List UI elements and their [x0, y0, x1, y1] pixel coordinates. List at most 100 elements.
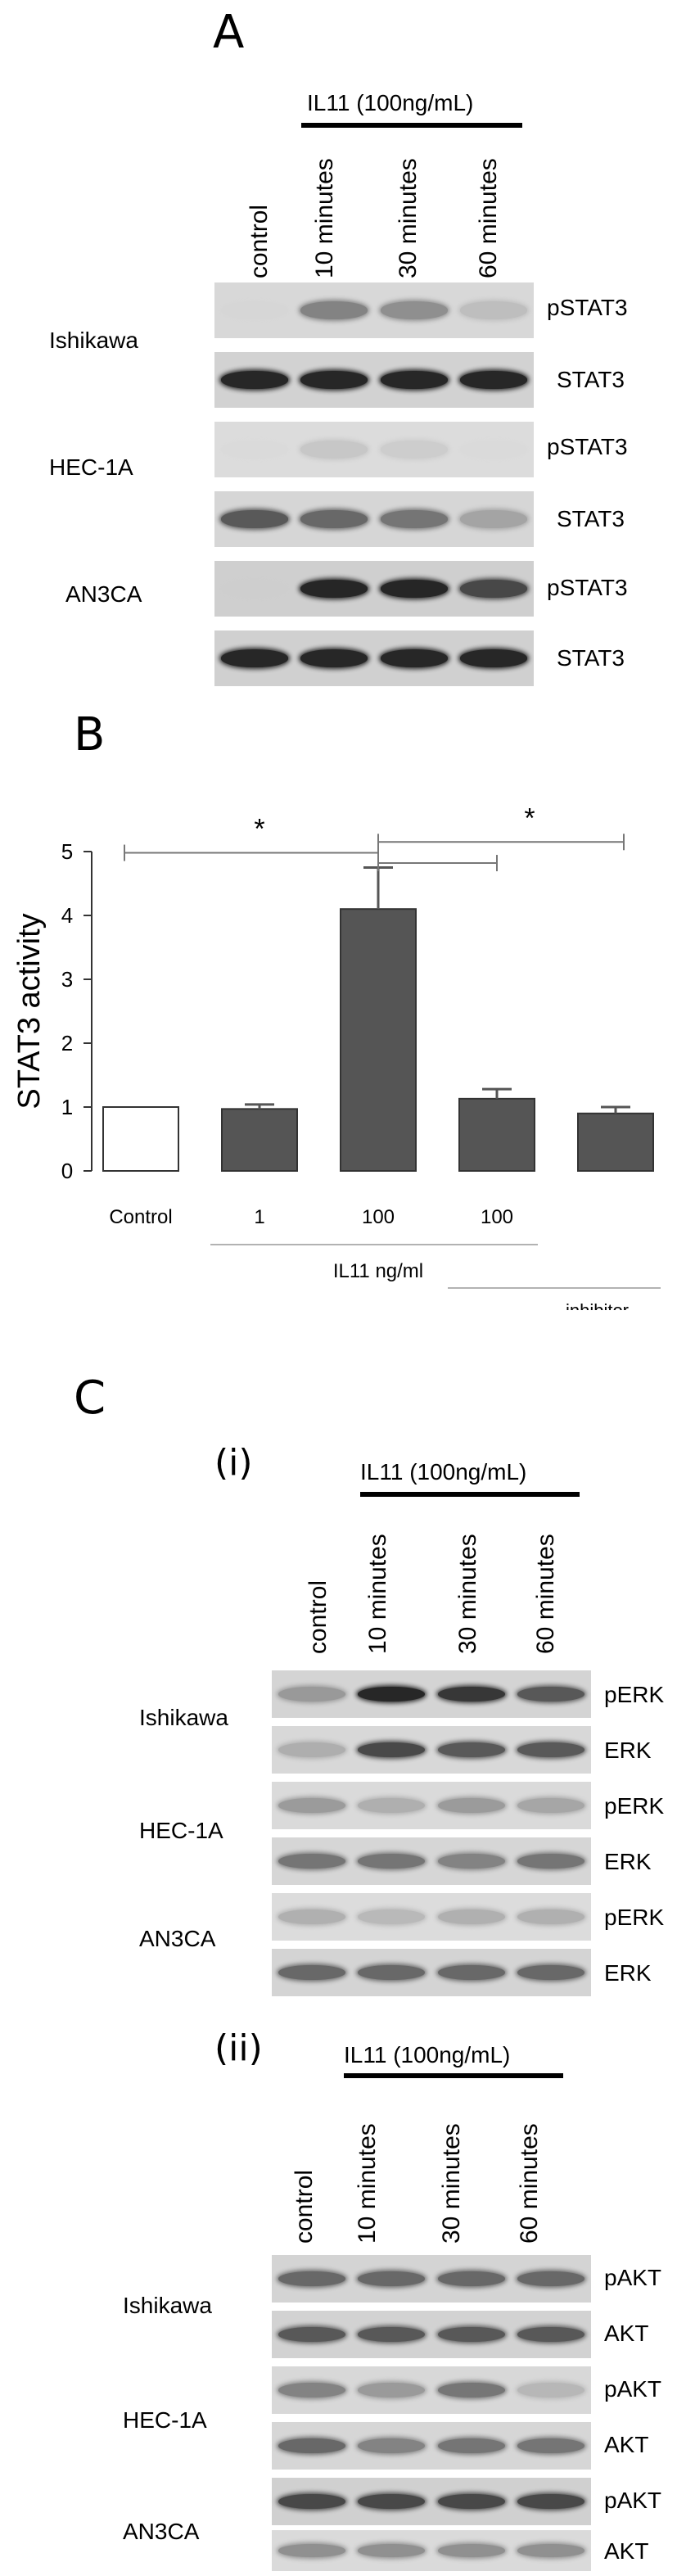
protein-label-perk: pERK — [604, 1682, 665, 1707]
blot-band — [437, 1853, 505, 1869]
blot-an3ca-stat3 — [214, 630, 534, 686]
protein-label-akt: AKT — [604, 2321, 649, 2346]
blot-band — [278, 1686, 345, 1702]
protein-label-pstat3: pSTAT3 — [547, 434, 628, 459]
panel-c-ii-label: (ii) — [214, 2027, 263, 2069]
blot-band — [220, 510, 288, 528]
bar-0 — [102, 1106, 179, 1172]
blot-band — [220, 371, 288, 389]
blot-band — [278, 1742, 345, 1758]
blot-hec1a-pakt — [272, 2366, 591, 2414]
x-tick-label-0: Control — [109, 1206, 172, 1228]
blot-band — [278, 1909, 345, 1925]
blot-band — [517, 2438, 585, 2454]
blot-band — [517, 1964, 585, 1981]
protein-label-pakt: pAKT — [604, 2376, 662, 2402]
group-label-il11: IL11 ng/ml — [333, 1260, 423, 1282]
panel-a-letter: A — [213, 6, 245, 59]
lane-label-60min: 60 minutes — [475, 158, 502, 278]
protein-label-akt: AKT — [604, 2538, 649, 2564]
lane-label-60min: 60 minutes — [516, 2123, 543, 2244]
lane-label-60min: 60 minutes — [532, 1534, 559, 1654]
cell-line-ishikawa: Ishikawa — [49, 328, 138, 353]
blot-band — [460, 371, 528, 389]
bar-2 — [340, 908, 417, 1172]
blot-band — [358, 1909, 426, 1925]
protein-label-perk: pERK — [604, 1793, 665, 1819]
blot-band — [300, 301, 368, 319]
group-label-inhibitor: inhibitor — [566, 1300, 629, 1310]
blot-band — [278, 1797, 345, 1814]
blot-an3ca-pakt — [272, 2478, 591, 2525]
blot-band — [380, 301, 448, 319]
blot-band — [437, 1909, 505, 1925]
protein-label-pstat3: pSTAT3 — [547, 295, 628, 320]
blot-an3ca-erk — [272, 1949, 591, 1996]
protein-label-pakt: pAKT — [604, 2488, 662, 2513]
lane-label-control: control — [305, 1579, 332, 1654]
blot-band — [460, 510, 528, 528]
blot-band — [358, 1964, 426, 1981]
panel-c-i-treatment-label: IL11 (100ng/mL) — [360, 1459, 527, 1485]
blot-band — [517, 1797, 585, 1814]
y-tick-label: 3 — [61, 967, 73, 992]
x-tick-label-3: 100 — [481, 1206, 513, 1228]
blot-band — [460, 441, 528, 459]
lane-label-control: control — [291, 2169, 318, 2244]
blot-band — [460, 580, 528, 598]
panel-b-letter: B — [74, 708, 106, 762]
blot-band — [437, 2326, 505, 2343]
protein-label-erk: ERK — [604, 1849, 652, 1874]
blot-band — [220, 580, 288, 598]
blot-ishikawa-erk — [272, 1726, 591, 1774]
blot-band — [300, 441, 368, 459]
blot-band — [517, 2271, 585, 2287]
blot-ishikawa-pstat3 — [214, 282, 534, 338]
blot-band — [358, 2326, 426, 2343]
protein-label-perk: pERK — [604, 1905, 665, 1930]
blot-band — [380, 580, 448, 598]
blot-band — [300, 649, 368, 667]
lane-label-30min: 30 minutes — [454, 1534, 481, 1654]
blot-band — [358, 1853, 426, 1869]
lane-label-control: control — [246, 204, 273, 278]
y-tick-label: 4 — [61, 903, 73, 928]
blot-band — [437, 1686, 505, 1702]
blot-band — [300, 371, 368, 389]
blot-band — [358, 2382, 426, 2398]
blot-an3ca-perk — [272, 1893, 591, 1941]
blot-band — [460, 649, 528, 667]
protein-label-erk: ERK — [604, 1960, 652, 1986]
blot-band — [437, 2271, 505, 2287]
cell-line-hec1a: HEC-1A — [49, 454, 133, 480]
blot-band — [358, 2271, 426, 2287]
blot-an3ca-pstat3 — [214, 561, 534, 617]
blot-band — [358, 1686, 426, 1702]
protein-label-akt: AKT — [604, 2432, 649, 2457]
blot-band — [220, 301, 288, 319]
blot-band — [437, 2382, 505, 2398]
cell-line-ishikawa: Ishikawa — [139, 1705, 228, 1730]
blot-band — [278, 2438, 345, 2454]
blot-band — [517, 2382, 585, 2398]
panel-a-treatment-label: IL11 (100ng/mL) — [307, 90, 474, 115]
panel-a-treatment-bar — [301, 123, 522, 128]
panel-c-i-label: (i) — [214, 1442, 253, 1484]
lane-label-30min: 30 minutes — [438, 2123, 465, 2244]
blot-ishikawa-akt — [272, 2311, 591, 2358]
y-tick-label: 0 — [61, 1159, 73, 1183]
significance-star-2: * — [524, 802, 535, 834]
blot-an3ca-akt — [272, 2530, 591, 2571]
blot-band — [300, 580, 368, 598]
y-axis-label: STAT3 activity — [12, 913, 47, 1109]
blot-band — [358, 1742, 426, 1758]
blot-band — [278, 1853, 345, 1869]
x-tick-label-2: 100 — [362, 1206, 395, 1228]
bar-3 — [458, 1097, 535, 1172]
panel-c-ii-treatment-bar — [344, 2073, 563, 2078]
blot-hec1a-stat3 — [214, 491, 534, 547]
lane-label-10min: 10 minutes — [364, 1534, 391, 1654]
x-tick-label-1: 1 — [254, 1206, 264, 1228]
blot-band — [278, 2493, 345, 2510]
blot-band — [278, 2382, 345, 2398]
